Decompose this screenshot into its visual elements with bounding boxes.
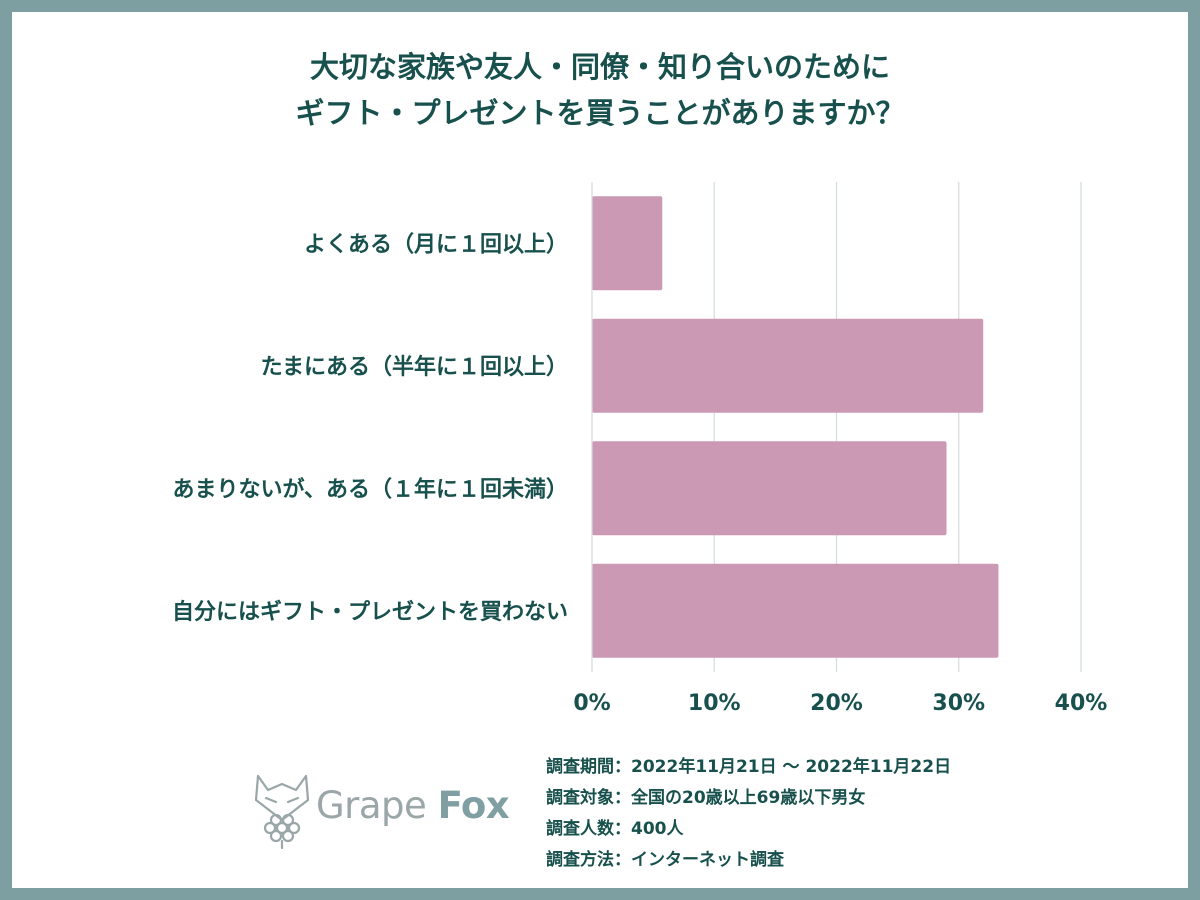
category-label-0: よくある（月に１回以上） xyxy=(304,232,568,257)
grapefox-logo: Grape Fox xyxy=(252,770,512,850)
x-tick-label-1: 10% xyxy=(688,691,741,716)
title-line-1: 大切な家族や友人・同僚・知り合いのために xyxy=(309,50,890,84)
x-tick-label-3: 30% xyxy=(932,691,985,716)
x-tick-label-2: 20% xyxy=(810,691,863,716)
title-line-2: ギフト・プレゼントを買うことがありますか？ xyxy=(295,96,905,130)
survey-target: 調査対象：全国の20歳以上69歳以下男女 xyxy=(546,788,866,808)
logo-word-grape: Grape xyxy=(316,784,427,827)
chart-title: 大切な家族や友人・同僚・知り合いのために ギフト・プレゼントを買うことがあります… xyxy=(0,44,1200,136)
survey-period: 調査期間：2022年11月21日 ～ 2022年11月22日 xyxy=(546,757,952,777)
survey-notes: 調査期間：2022年11月21日 ～ 2022年11月22日 調査対象：全国の2… xyxy=(546,752,951,876)
survey-count: 調査人数：400人 xyxy=(546,819,684,839)
logo-wordmark: Grape Fox xyxy=(316,784,510,827)
fox-grape-logo-icon xyxy=(254,774,310,850)
logo-word-fox: Fox xyxy=(437,784,510,827)
bar-3 xyxy=(592,563,999,658)
x-tick-label-4: 40% xyxy=(1055,691,1108,716)
x-tick-label-0: 0% xyxy=(573,691,610,716)
bar-2 xyxy=(592,441,947,536)
bar-1 xyxy=(592,318,984,413)
bar-0 xyxy=(592,196,663,291)
category-label-1: たまにある（半年に１回以上） xyxy=(261,354,568,380)
survey-method: 調査方法：インターネット調査 xyxy=(546,850,784,870)
category-label-2: あまりないが、ある（１年に１回未満） xyxy=(172,476,568,502)
category-label-3: 自分にはギフト・プレゼントを買わない xyxy=(172,599,568,625)
